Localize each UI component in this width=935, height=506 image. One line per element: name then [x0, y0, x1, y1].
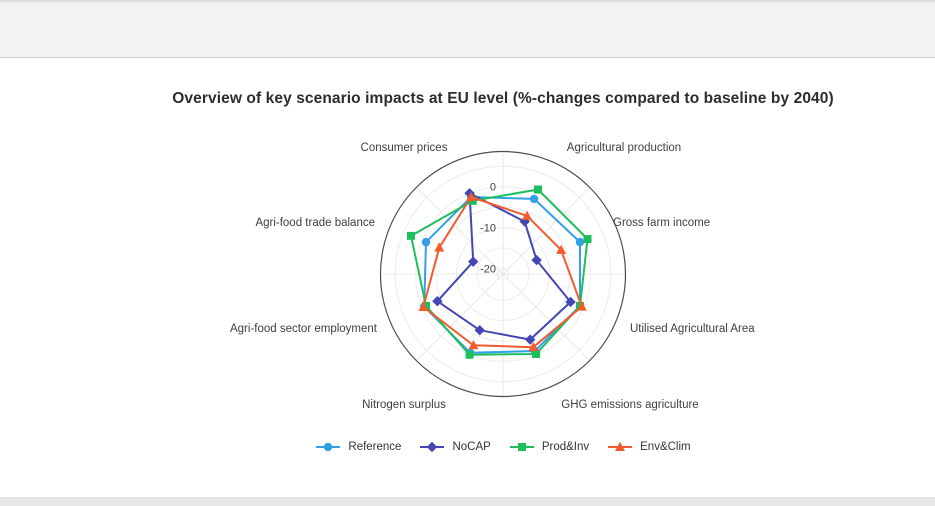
legend-marker-square-icon: [509, 443, 534, 451]
polar-outline: [379, 150, 627, 398]
chart-title: Overview of key scenario impacts at EU l…: [172, 90, 834, 107]
series-point-nocap[interactable]: [432, 295, 443, 307]
axis-label-ghg-emissions-agriculture: GHG emissions agriculture: [561, 399, 698, 411]
series-point-reference[interactable]: [575, 237, 585, 247]
series-point-nocap[interactable]: [565, 296, 576, 308]
series-point-env-clim[interactable]: [434, 242, 445, 252]
series-point-env-clim[interactable]: [576, 301, 587, 311]
axis-label-agri-food-trade-balance: Agri-food trade balance: [255, 217, 375, 229]
legend-marker-diamond-icon: [420, 441, 445, 453]
legend-marker-shape: [615, 441, 626, 451]
radial-tick-label: -10: [480, 222, 496, 234]
axis-label-agricultural-production: Agricultural production: [567, 142, 681, 154]
legend-marker-shape: [427, 441, 438, 453]
series-env-clim: [418, 191, 587, 352]
grid-spoke: [502, 273, 590, 361]
grid-spoke: [502, 187, 590, 275]
grid-spoke: [416, 187, 504, 275]
axis-label-nitrogen-surplus: Nitrogen surplus: [362, 399, 446, 411]
legend-marker-triangle-icon: [608, 441, 633, 451]
series-point-prod-inv[interactable]: [406, 231, 415, 240]
legend-item-prod-inv[interactable]: Prod&Inv: [509, 441, 589, 453]
series-point-prod-inv[interactable]: [465, 350, 474, 359]
series-point-nocap[interactable]: [474, 325, 485, 336]
series-point-nocap[interactable]: [531, 254, 542, 266]
legend-label: Prod&Inv: [541, 441, 590, 453]
legend-marker-shape: [324, 442, 333, 452]
bottom-status-strip: [0, 497, 935, 506]
legend-item-nocap[interactable]: NoCAP: [419, 441, 491, 453]
series-point-env-clim[interactable]: [418, 301, 429, 311]
top-toolbar: [0, 0, 935, 58]
series-point-env-clim[interactable]: [466, 191, 477, 202]
series-point-prod-inv[interactable]: [534, 185, 543, 194]
series-point-nocap[interactable]: [524, 334, 536, 345]
series-point-prod-inv[interactable]: [422, 301, 431, 310]
series-point-env-clim[interactable]: [556, 244, 567, 254]
series-point-env-clim[interactable]: [468, 340, 479, 350]
axis-label-gross-farm-income: Gross farm income: [613, 217, 710, 229]
chart-legend: Reference NoCAP Prod&Inv Env&Clim: [71, 441, 935, 453]
radial-tick-label: -20: [480, 263, 496, 275]
series-point-reference[interactable]: [421, 237, 431, 247]
legend-item-reference[interactable]: Reference: [315, 441, 401, 453]
series-point-reference[interactable]: [529, 194, 539, 204]
series-point-env-clim[interactable]: [528, 341, 539, 352]
legend-marker-shape: [517, 443, 526, 451]
series-point-nocap[interactable]: [467, 256, 479, 267]
series-line-prod-inv[interactable]: [410, 188, 589, 356]
axis-label-consumer-prices: Consumer prices: [361, 142, 448, 154]
series-point-prod-inv[interactable]: [583, 234, 592, 243]
axis-label-agri-food-sector-employment: Agri-food sector employment: [230, 323, 378, 335]
legend-label: Reference: [348, 441, 402, 453]
series-point-prod-inv[interactable]: [532, 349, 541, 358]
legend-label: Env&Clim: [640, 441, 691, 453]
radial-tick-label: 0: [490, 182, 496, 194]
radar-chart: 0 -10 -20 Agricultural production Gross farm…: [230, 142, 755, 411]
series-point-env-clim[interactable]: [522, 210, 533, 220]
axis-label-utilised-agricultural-area: Utilised Agricultural Area: [630, 323, 755, 335]
legend-marker-circle-icon: [316, 442, 341, 452]
legend-item-env-clim[interactable]: Env&Clim: [607, 441, 691, 453]
legend-label: NoCAP: [452, 441, 491, 453]
